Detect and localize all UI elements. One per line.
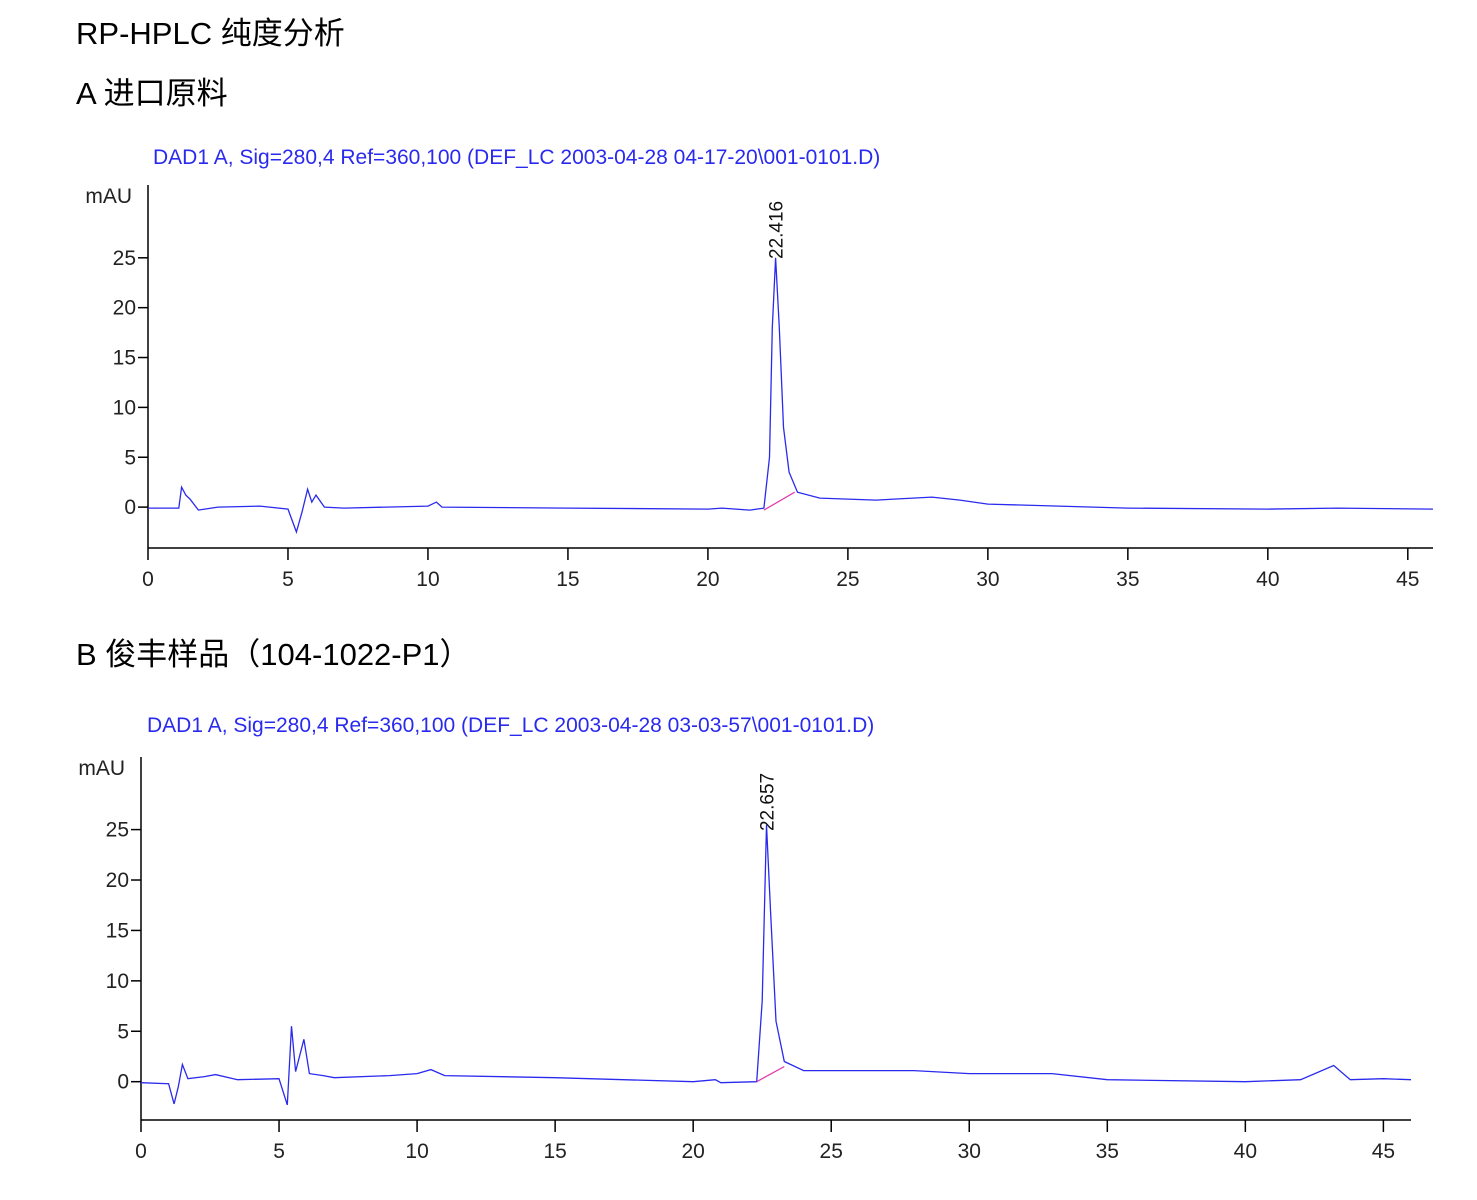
x-tick-label: 5 <box>282 568 294 591</box>
y-tick-label: 20 <box>113 297 136 320</box>
section-caption: B 俊丰样品（104-1022-P1） <box>76 637 471 672</box>
chart-title: DAD1 A, Sig=280,4 Ref=360,100 (DEF_LC 20… <box>147 714 874 737</box>
x-tick-label: 15 <box>543 1140 566 1163</box>
signal-line <box>148 257 1434 535</box>
x-tick-label: 45 <box>1372 1140 1395 1163</box>
x-tick-label: 25 <box>820 1140 843 1163</box>
x-tick-label: 20 <box>696 568 719 591</box>
x-tick-label: 25 <box>836 568 859 591</box>
x-tick-label: 10 <box>405 1140 428 1163</box>
peak-label: 22.657 <box>758 773 779 831</box>
x-tick-label: 20 <box>681 1140 704 1163</box>
y-tick-label: 20 <box>106 869 129 892</box>
section-caption: A 进口原料 <box>76 76 228 111</box>
x-tick-label: 0 <box>135 1140 147 1163</box>
x-tick-label: 0 <box>142 568 154 591</box>
y-tick-label: 15 <box>113 347 136 370</box>
x-tick-label: 40 <box>1234 1140 1257 1163</box>
x-tick-label: 30 <box>976 568 999 591</box>
y-tick-label: 10 <box>106 970 129 993</box>
x-tick-label: 10 <box>416 568 439 591</box>
chart-title: DAD1 A, Sig=280,4 Ref=360,100 (DEF_LC 20… <box>153 146 880 169</box>
y-tick-label: 0 <box>117 1071 129 1094</box>
heading: RP-HPLC 纯度分析 <box>76 16 345 51</box>
x-tick-label: 45 <box>1396 568 1419 591</box>
y-tick-label: 25 <box>113 247 136 270</box>
y-tick-label: 25 <box>106 819 129 842</box>
x-tick-label: 40 <box>1256 568 1279 591</box>
x-tick-label: 35 <box>1116 568 1139 591</box>
x-tick-label: 5 <box>273 1140 285 1163</box>
y-tick-label: 15 <box>106 919 129 942</box>
integration-baseline <box>763 491 796 511</box>
x-tick-label: 15 <box>556 568 579 591</box>
y-axis-label: mAU <box>78 757 125 780</box>
y-tick-label: 10 <box>113 396 136 419</box>
y-tick-label: 5 <box>117 1020 129 1043</box>
x-tick-label: 30 <box>958 1140 981 1163</box>
x-tick-label: 35 <box>1096 1140 1119 1163</box>
y-tick-label: 0 <box>124 496 136 519</box>
integration-baseline <box>756 1066 785 1083</box>
y-tick-label: 5 <box>124 446 136 469</box>
signal-line <box>140 824 1412 1106</box>
y-axis-label: mAU <box>85 185 132 208</box>
peak-label: 22.416 <box>767 201 788 259</box>
